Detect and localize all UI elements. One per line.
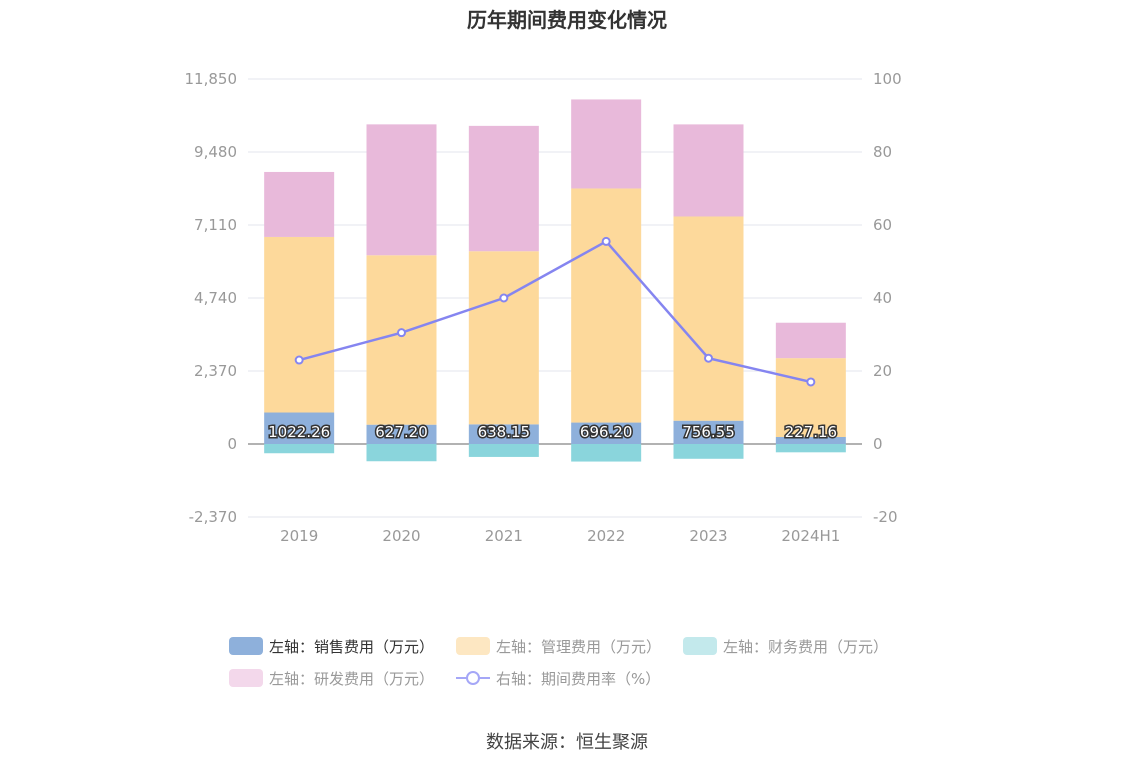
bar-finance xyxy=(264,444,335,454)
right-tick-label: 20 xyxy=(873,362,892,380)
sales-data-label: 696.20 xyxy=(580,423,633,441)
right-tick-label: -20 xyxy=(873,508,898,526)
legend-row-2: 左轴：研发费用（万元） 右轴：期间费用率（%） xyxy=(229,662,929,694)
sales-data-label: 638.15 xyxy=(478,423,531,441)
rate-point xyxy=(294,355,304,365)
legend-label-rnd: 左轴：研发费用（万元） xyxy=(269,669,435,688)
left-tick-label: 7,110 xyxy=(194,216,237,234)
bar-finance xyxy=(468,444,539,457)
left-tick-label: 11,850 xyxy=(185,70,238,88)
bar-rnd xyxy=(468,125,539,252)
bar-rnd xyxy=(775,322,846,359)
legend-item-rnd[interactable]: 左轴：研发费用（万元） xyxy=(229,668,434,689)
right-tick-label: 60 xyxy=(873,216,892,234)
rate-point xyxy=(806,377,816,387)
legend-label-sales: 左轴：销售费用（万元） xyxy=(269,637,435,656)
legend-item-sales[interactable]: 左轴：销售费用（万元） xyxy=(229,636,434,657)
bar-sales xyxy=(775,437,846,444)
bar-sales xyxy=(571,422,642,444)
bar-admin xyxy=(673,216,744,421)
bar-sales xyxy=(366,424,437,444)
legend-label-admin: 左轴：管理费用（万元） xyxy=(496,637,662,656)
category-label: 2022 xyxy=(587,527,625,545)
legend-label-rate: 右轴：期间费用率（%） xyxy=(496,669,661,688)
right-tick-label: 100 xyxy=(873,70,902,88)
left-tick-label: 0 xyxy=(227,435,237,453)
legend-row-1: 左轴：销售费用（万元） 左轴：管理费用（万元） 左轴：财务费用（万元） xyxy=(229,630,929,662)
bar-admin xyxy=(468,251,539,425)
category-label: 2019 xyxy=(280,527,318,545)
left-tick-label: 9,480 xyxy=(194,143,237,161)
bar-admin xyxy=(571,188,642,423)
left-tick-label: 2,370 xyxy=(194,362,237,380)
bar-finance xyxy=(673,444,744,459)
bar-rnd xyxy=(673,124,744,217)
right-tick-label: 80 xyxy=(873,143,892,161)
category-label: 2023 xyxy=(689,527,727,545)
legend-item-finance[interactable]: 左轴：财务费用（万元） xyxy=(683,636,888,657)
legend-swatch-admin xyxy=(456,637,491,655)
bar-sales xyxy=(673,420,744,444)
sales-data-label: 227.16 xyxy=(785,423,838,441)
bar-rnd xyxy=(366,124,437,256)
category-label: 2020 xyxy=(382,527,420,545)
right-tick-label: 0 xyxy=(873,435,883,453)
rate-line xyxy=(298,239,812,384)
legend-swatch-finance xyxy=(683,637,718,655)
legend-item-admin[interactable]: 左轴：管理费用（万元） xyxy=(456,636,661,657)
sales-data-label: 1022.26 xyxy=(268,423,330,441)
rate-point xyxy=(704,353,713,363)
legend-item-rate[interactable]: 右轴：期间费用率（%） xyxy=(456,668,660,689)
rate-point xyxy=(397,328,406,338)
bar-sales xyxy=(468,424,539,444)
bar-rnd xyxy=(264,171,335,237)
sales-data-label: 756.55 xyxy=(682,423,735,441)
chart-legend: 左轴：销售费用（万元） 左轴：管理费用（万元） 左轴：财务费用（万元） 左轴：研… xyxy=(229,630,929,694)
left-tick-label: -2,370 xyxy=(189,508,237,526)
sales-data-label: 627.20 xyxy=(375,423,428,441)
bar-admin xyxy=(264,236,335,413)
legend-swatch-sales xyxy=(229,637,263,655)
bar-rnd xyxy=(571,99,642,189)
bar-sales xyxy=(264,412,335,444)
category-label: 2021 xyxy=(485,527,523,545)
bar-admin xyxy=(775,358,846,438)
data-source: 数据来源：恒生聚源 xyxy=(486,732,648,753)
legend-line-icon xyxy=(456,669,491,687)
rate-point xyxy=(601,236,611,246)
chart-title: 历年期间费用变化情况 xyxy=(467,8,667,32)
rate-point xyxy=(499,293,509,303)
bar-finance xyxy=(571,444,642,462)
legend-label-finance: 左轴：财务费用（万元） xyxy=(723,637,889,656)
legend-swatch-rnd xyxy=(229,669,263,687)
left-tick-label: 4,740 xyxy=(194,289,237,307)
right-tick-label: 40 xyxy=(873,289,892,307)
category-label: 2024H1 xyxy=(781,527,840,545)
bar-finance xyxy=(366,444,437,462)
bar-finance xyxy=(775,444,846,453)
